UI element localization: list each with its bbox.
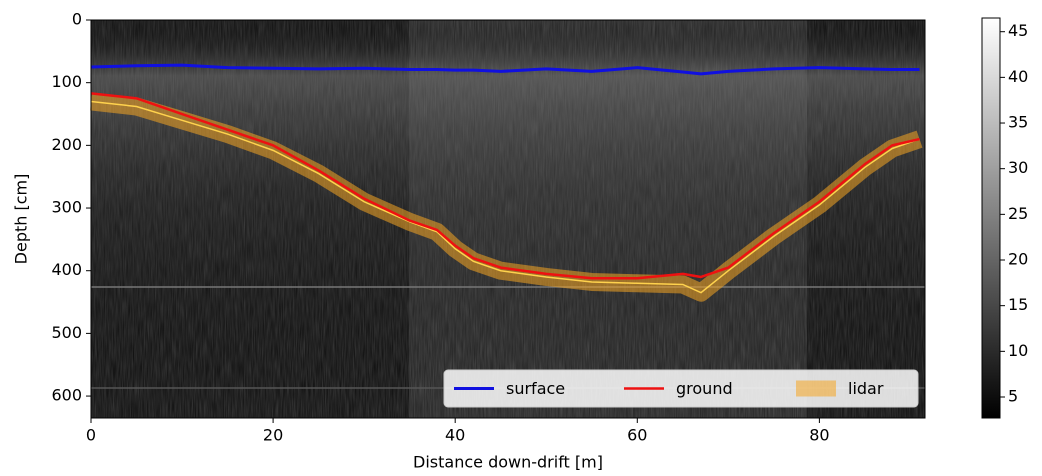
y-tick-label: 300 xyxy=(51,198,82,217)
colorbar-tick-label: 30 xyxy=(1008,158,1028,177)
y-tick-label: 600 xyxy=(51,386,82,405)
colorbar-tick-label: 15 xyxy=(1008,295,1028,314)
series-line-core xyxy=(90,100,920,294)
x-axis-label: Distance down-drift [m] xyxy=(413,453,603,472)
legend-label: lidar xyxy=(848,379,884,398)
colorbar-tick-label: 10 xyxy=(1008,341,1028,360)
y-tick-label: 0 xyxy=(72,10,82,29)
colorbar xyxy=(981,17,1001,419)
y-tick-label: 400 xyxy=(51,260,82,279)
x-tick-label: 60 xyxy=(627,426,647,445)
y-tick-label: 200 xyxy=(51,135,82,154)
legend-label: ground xyxy=(676,379,733,398)
colorbar-tick-label: 25 xyxy=(1008,204,1028,223)
y-tick-label: 100 xyxy=(51,72,82,91)
colorbar-tick-label: 5 xyxy=(1008,386,1018,405)
x-tick-label: 40 xyxy=(445,426,465,445)
x-tick-label: 0 xyxy=(86,426,96,445)
x-tick-label: 20 xyxy=(263,426,283,445)
legend-label: surface xyxy=(506,379,565,398)
y-axis-label: Depth [cm] xyxy=(12,174,31,265)
colorbar-tick-label: 40 xyxy=(1008,67,1028,86)
legend-box xyxy=(443,369,919,408)
colorbar-tick-label: 20 xyxy=(1008,250,1028,269)
series-line xyxy=(90,63,920,76)
plot-area xyxy=(90,63,923,302)
x-tick-label: 80 xyxy=(809,426,829,445)
series-line xyxy=(90,92,920,280)
colorbar-tick-label: 35 xyxy=(1008,113,1028,132)
colorbar-tick-label: 45 xyxy=(1008,21,1028,40)
y-tick-label: 500 xyxy=(51,323,82,342)
plot-frame xyxy=(90,19,926,419)
